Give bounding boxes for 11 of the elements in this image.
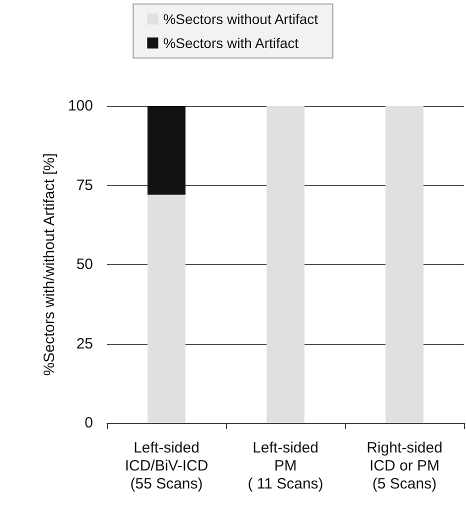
y-tick-label: 50 xyxy=(76,256,93,273)
x-tick-label: Left-sided PM ( 11 Scans) xyxy=(248,440,324,492)
legend-label: %Sectors with Artifact xyxy=(163,35,299,51)
y-tick-label: 100 xyxy=(68,98,93,114)
y-tick-label: 25 xyxy=(76,335,93,352)
y-tick-label: 75 xyxy=(76,176,93,194)
x-tick-label: Right-sided ICD or PM (5 Scans) xyxy=(366,440,442,492)
x-tick-label: Left-sided ICD/BiV-ICD (55 Scans) xyxy=(124,440,208,492)
y-tick-label: 0 xyxy=(84,414,93,432)
legend-label: %Sectors without Artifact xyxy=(163,11,318,27)
y-axis-title: %Sectors with/without Artifact [%] xyxy=(41,153,58,376)
